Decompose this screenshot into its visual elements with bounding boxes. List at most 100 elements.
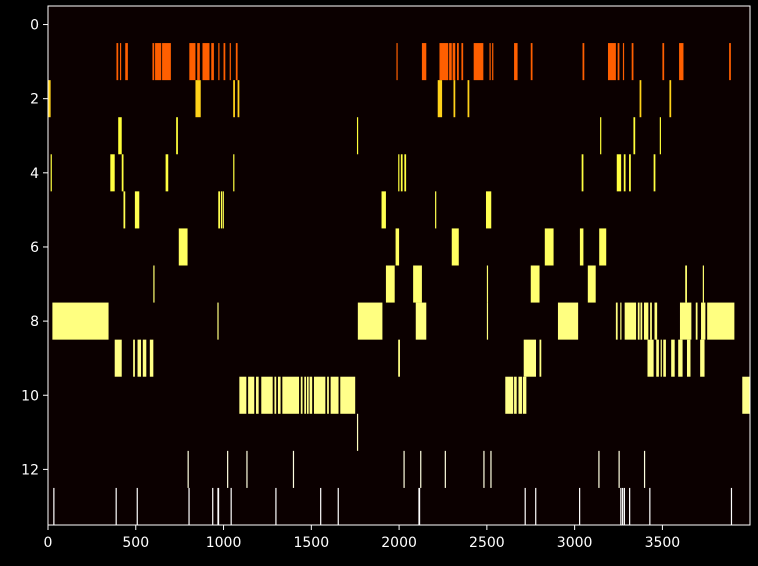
heatmap-cell-row-12 bbox=[420, 450, 422, 488]
heatmap-cell-row-9 bbox=[678, 339, 683, 377]
heatmap-cell-row-4 bbox=[233, 154, 235, 192]
heatmap-cell-row-10 bbox=[304, 376, 307, 414]
heatmap-cell-row-3 bbox=[633, 117, 636, 155]
heatmap-cell-row-12 bbox=[246, 450, 248, 488]
heatmap-cell-row-1 bbox=[489, 43, 491, 81]
heatmap-cell-row-2 bbox=[48, 80, 51, 118]
y-axis: 0 2 4 6 8 10 12 bbox=[21, 18, 48, 478]
heatmap-cell-row-13 bbox=[620, 487, 622, 525]
heatmap-cell-row-9 bbox=[663, 339, 666, 377]
heatmap-cell-row-13 bbox=[649, 487, 651, 525]
heatmap-cell-row-13 bbox=[115, 487, 117, 525]
heatmap-cell-row-13 bbox=[730, 487, 733, 525]
heatmap-cell-row-1 bbox=[235, 43, 238, 81]
heatmap-cell-row-9 bbox=[133, 339, 135, 377]
heatmap-cell-row-7 bbox=[587, 265, 596, 303]
heatmap-cell-row-1 bbox=[218, 43, 220, 81]
heatmap-cell-row-1 bbox=[679, 43, 684, 81]
x-tick-label: 2500 bbox=[469, 535, 505, 551]
heatmap-cell-row-12 bbox=[187, 450, 189, 488]
heatmap-cell-row-10 bbox=[282, 376, 300, 414]
heatmap-cell-row-4 bbox=[404, 154, 407, 192]
heatmap-cell-row-10 bbox=[274, 376, 277, 414]
heatmap-cell-row-8 bbox=[217, 302, 219, 340]
heatmap-cell-row-8 bbox=[52, 302, 109, 340]
heatmap-cell-row-7 bbox=[413, 265, 422, 303]
heatmap-cell-row-1 bbox=[449, 43, 452, 81]
heatmap-cell-row-10 bbox=[327, 376, 329, 414]
heatmap-cell-row-4 bbox=[616, 154, 622, 192]
heatmap-cell-row-10 bbox=[248, 376, 255, 414]
heatmap-cell-row-12 bbox=[444, 450, 446, 488]
heatmap-cell-row-7 bbox=[385, 265, 395, 303]
heatmap-cell-row-8 bbox=[707, 302, 735, 340]
heatmap-cell-row-6 bbox=[451, 228, 459, 266]
heatmap-cell-row-9 bbox=[149, 339, 154, 377]
y-tick-label: 12 bbox=[21, 462, 39, 478]
heatmap-cell-row-9 bbox=[660, 339, 662, 377]
heatmap-cell-row-13 bbox=[230, 487, 232, 525]
heatmap-cell-row-5 bbox=[381, 191, 386, 229]
heatmap-cell-row-2 bbox=[467, 80, 470, 118]
heatmap-cell-row-12 bbox=[618, 450, 620, 488]
heatmap-cell-row-8 bbox=[624, 302, 637, 340]
heatmap-cell-row-1 bbox=[729, 43, 731, 81]
heatmap-cell-row-12 bbox=[490, 450, 492, 488]
heatmap-cell-row-1 bbox=[211, 43, 214, 81]
heatmap-cell-row-2 bbox=[195, 80, 201, 118]
heatmap-cell-row-4 bbox=[629, 154, 631, 192]
heatmap-cell-row-4 bbox=[581, 154, 584, 192]
heatmap-cell-row-13 bbox=[217, 487, 220, 525]
heatmap-cell-row-10 bbox=[300, 376, 303, 414]
heatmap-cell-row-8 bbox=[654, 302, 658, 340]
heatmap-cell-row-1 bbox=[461, 43, 464, 81]
heatmap-cell-row-5 bbox=[134, 191, 140, 229]
heatmap-cell-row-13 bbox=[535, 487, 537, 525]
heatmap-cell-row-1 bbox=[116, 43, 119, 81]
heatmap-cell-row-1 bbox=[155, 43, 162, 81]
heatmap-cell-row-7 bbox=[153, 265, 155, 303]
heatmap-cell-row-1 bbox=[202, 43, 210, 81]
heatmap-cell-row-13 bbox=[212, 487, 214, 525]
heatmap-cell-row-1 bbox=[530, 43, 533, 81]
heatmap-cell-row-9 bbox=[686, 339, 691, 377]
heatmap-cell-row-10 bbox=[309, 376, 313, 414]
heatmap-cell-row-10 bbox=[313, 376, 326, 414]
heatmap-cell-row-4 bbox=[121, 154, 124, 192]
heatmap-cell-row-13 bbox=[136, 487, 138, 525]
heatmap-cell-row-10 bbox=[277, 376, 281, 414]
heatmap-cell-row-2 bbox=[639, 80, 642, 118]
heatmap-cell-row-2 bbox=[453, 80, 456, 118]
heatmap-cell-row-9 bbox=[671, 339, 675, 377]
heatmap-cell-row-1 bbox=[607, 43, 616, 81]
heatmap-cell-row-1 bbox=[622, 43, 625, 81]
heatmap-cell-row-8 bbox=[637, 302, 640, 340]
heatmap-cell-row-7 bbox=[702, 265, 704, 303]
heatmap-cell-row-1 bbox=[125, 43, 128, 81]
heatmap-cell-row-3 bbox=[176, 117, 178, 155]
x-tick-label: 1500 bbox=[293, 535, 329, 551]
heatmap-cell-row-10 bbox=[514, 376, 517, 414]
heatmap-cell-row-12 bbox=[292, 450, 295, 488]
heatmap-cell-row-4 bbox=[623, 154, 626, 192]
heatmap-cell-row-6 bbox=[544, 228, 554, 266]
y-tick-label: 2 bbox=[30, 92, 39, 108]
heatmap-cell-row-1 bbox=[617, 43, 620, 81]
heatmap-cell-row-1 bbox=[162, 43, 171, 81]
heatmap-cells bbox=[48, 43, 750, 525]
heatmap-cell-row-8 bbox=[701, 302, 706, 340]
x-tick-label: 1000 bbox=[206, 535, 242, 551]
heatmap-cell-row-1 bbox=[473, 43, 484, 81]
heatmap-cell-row-2 bbox=[237, 80, 240, 118]
heatmap-cell-row-1 bbox=[119, 43, 122, 81]
x-tick-label: 3500 bbox=[645, 535, 681, 551]
heatmap-cell-row-13 bbox=[53, 487, 55, 525]
heatmap-cell-row-3 bbox=[118, 117, 122, 155]
heatmap-cell-row-8 bbox=[695, 302, 698, 340]
y-tick-label: 10 bbox=[21, 388, 39, 404]
heatmap-cell-row-2 bbox=[437, 80, 443, 118]
heatmap-cell-row-1 bbox=[189, 43, 196, 81]
heatmap-cell-row-1 bbox=[582, 43, 585, 81]
heatmap-cell-row-9 bbox=[647, 339, 654, 377]
heatmap-cell-row-4 bbox=[398, 154, 400, 192]
